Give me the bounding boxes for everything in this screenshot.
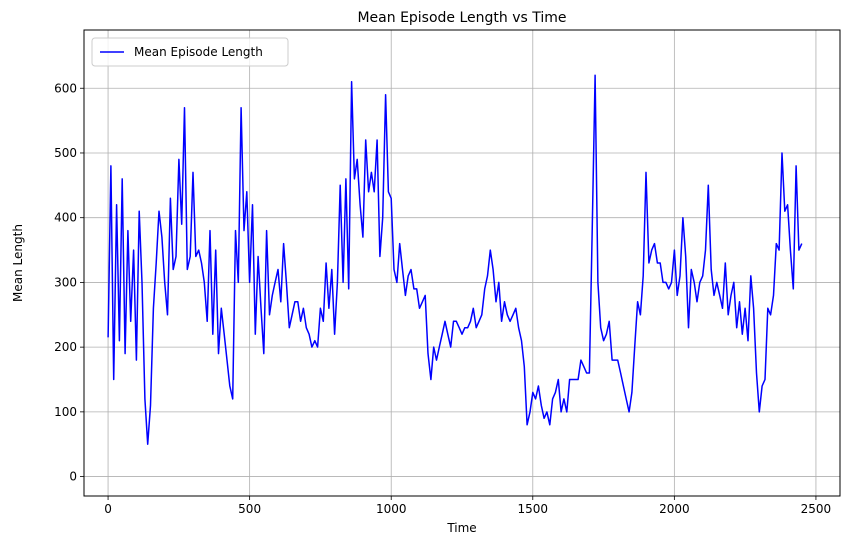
y-tick-label: 600 [54,81,77,95]
axes-frame [83,29,841,497]
series-line-mean-episode-length [107,74,803,445]
x-tick-label: 500 [238,502,261,516]
axis-ticks: 0 500 1000 1500 2000 2500 0 100 200 300 400 500 600 [54,81,831,516]
x-tick-label: 2500 [801,502,832,516]
y-tick-label: 500 [54,146,77,160]
plot-area [107,74,803,445]
x-tick-label: 2000 [659,502,690,516]
legend: Mean Episode Length [91,37,289,67]
y-tick-label: 300 [54,275,77,289]
y-tick-label: 0 [69,470,77,484]
legend-box [91,37,289,67]
x-tick-label: 1500 [518,502,549,516]
legend-label: Mean Episode Length [134,45,263,59]
grid [84,30,840,496]
y-tick-label: 200 [54,340,77,354]
x-tick-label: 1000 [376,502,407,516]
y-tick-label: 400 [54,211,77,225]
x-tick-label: 0 [104,502,112,516]
y-tick-label: 100 [54,405,77,419]
x-axis-title: Time [446,521,476,535]
y-axis-title: Mean Length [11,224,25,302]
chart-title: Mean Episode Length vs Time [357,10,566,26]
